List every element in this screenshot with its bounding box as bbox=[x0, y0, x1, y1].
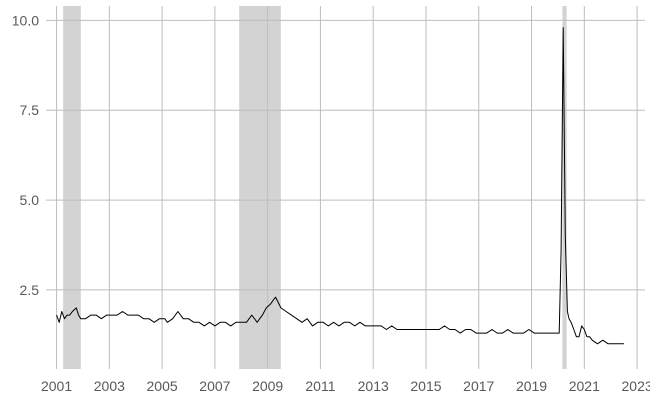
series-lines bbox=[56, 27, 624, 345]
x-tick-label: 2023 bbox=[622, 378, 650, 394]
x-tick-label: 2017 bbox=[463, 378, 494, 394]
x-tick-label: 2005 bbox=[147, 378, 178, 394]
x-tick-label: 2015 bbox=[410, 378, 441, 394]
x-tick-label: 2003 bbox=[94, 378, 125, 394]
series-line-0 bbox=[56, 27, 624, 345]
x-tick-label: 2007 bbox=[199, 378, 230, 394]
x-tick-label: 2001 bbox=[41, 378, 72, 394]
x-tick-label: 2011 bbox=[305, 378, 335, 394]
x-tick-label: 2009 bbox=[252, 378, 283, 394]
x-tick-label: 2021 bbox=[569, 378, 600, 394]
recession-band-0 bbox=[63, 6, 81, 369]
x-axis-labels: 2001 2003 2005 2007 2009 2011 2013 2015 2017 2019… bbox=[41, 378, 650, 394]
y-tick-label: 7.5 bbox=[20, 102, 40, 118]
x-tick-label: 2019 bbox=[516, 378, 547, 394]
y-axis-labels: 2.5 5.0 7.5 10.0 bbox=[12, 12, 39, 298]
y-tick-label: 5.0 bbox=[20, 192, 40, 208]
x-tick-label: 2013 bbox=[358, 378, 389, 394]
recession-bands bbox=[63, 6, 567, 369]
recession-band-1 bbox=[239, 6, 281, 369]
y-tick-label: 2.5 bbox=[20, 282, 40, 298]
y-tick-label: 10.0 bbox=[12, 12, 39, 28]
grid-lines bbox=[46, 6, 645, 369]
